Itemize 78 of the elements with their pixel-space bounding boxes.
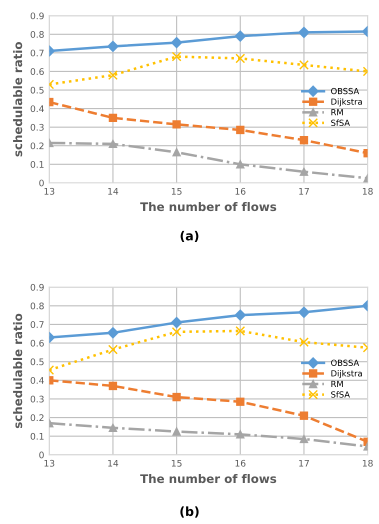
- y-tick-label: 0.3: [30, 124, 44, 131]
- x-tick-label: 17: [299, 188, 309, 195]
- point: [300, 412, 308, 420]
- point: [235, 326, 246, 336]
- y-tick-label: 0.7: [30, 50, 44, 56]
- legend-label: RM: [331, 380, 343, 387]
- point: [171, 37, 182, 48]
- text: (a): [180, 230, 198, 242]
- x-tick-label: 16: [236, 188, 246, 195]
- y-tick-label: 0.1: [30, 432, 44, 440]
- x-tick-label: 13: [44, 460, 54, 467]
- point: [298, 26, 310, 38]
- point: [300, 136, 308, 144]
- y-tick-label: 0.2: [30, 142, 44, 150]
- point: [171, 316, 182, 328]
- point: [107, 327, 119, 338]
- point: [172, 120, 181, 129]
- y-tick-label: 0.5: [30, 86, 44, 94]
- point: [108, 344, 118, 354]
- y-tick-label: 0.4: [30, 377, 44, 384]
- point: [172, 52, 182, 62]
- point: [236, 398, 244, 406]
- x-tick-label: 18: [362, 460, 373, 467]
- y-tick-label: 0.1: [30, 161, 44, 168]
- x-tick-label: 15: [172, 188, 182, 195]
- point: [172, 392, 181, 402]
- x-tick-label: 16: [236, 460, 246, 467]
- y-tick-label: 0: [39, 452, 44, 458]
- point: [300, 434, 308, 444]
- x-tick-label: 15: [172, 460, 182, 467]
- point: [108, 140, 118, 148]
- point: [236, 430, 244, 439]
- point: [108, 424, 118, 432]
- y-tick-label: 0.6: [30, 68, 44, 75]
- x-tick-label: 14: [108, 188, 118, 195]
- point: [172, 148, 181, 156]
- y-tick-label: 0.2: [30, 414, 44, 422]
- y-axis-title: schedulable ratio: [13, 42, 22, 156]
- point: [236, 126, 244, 134]
- x-tick-label: 17: [299, 460, 309, 467]
- legend-label: SfSA: [331, 391, 350, 398]
- point: [236, 160, 244, 168]
- point: [107, 40, 119, 52]
- legend-label: Dijkstra: [331, 98, 362, 106]
- x-tick-label: 14: [108, 460, 118, 467]
- legend-label: OBSSA: [331, 360, 360, 366]
- y-tick-label: 0.9: [30, 284, 44, 291]
- legend-label: OBSSA: [331, 88, 360, 94]
- y-tick-label: 0.8: [30, 31, 44, 38]
- point: [235, 54, 246, 64]
- point: [299, 60, 309, 70]
- point: [234, 309, 246, 321]
- text: (b): [180, 506, 199, 518]
- point: [299, 337, 309, 347]
- y-tick-label: 0.9: [30, 12, 44, 20]
- y-tick-label: 0.7: [30, 321, 44, 328]
- y-tick-label: 0.4: [30, 105, 44, 112]
- y-tick-label: 0.3: [30, 396, 44, 402]
- point: [172, 327, 182, 337]
- y-axis-title: schedulable ratio: [13, 314, 22, 428]
- point: [234, 30, 246, 42]
- legend-label: Dijkstra: [331, 370, 362, 378]
- point: [298, 306, 310, 318]
- x-axis-title: The number of flows: [140, 474, 276, 484]
- x-tick-label: 13: [44, 188, 54, 195]
- y-tick-label: 0.8: [30, 302, 44, 310]
- y-tick-label: 0.6: [30, 340, 44, 347]
- point: [108, 70, 118, 80]
- point: [108, 114, 118, 122]
- y-tick-label: 0.5: [30, 358, 44, 366]
- legend-label: SfSA: [331, 119, 350, 126]
- point: [108, 382, 118, 390]
- x-axis-title: The number of flows: [140, 202, 276, 212]
- point: [300, 168, 308, 176]
- legend-label: RM: [331, 109, 343, 116]
- point: [172, 427, 181, 436]
- y-tick-label: 0: [39, 180, 44, 186]
- x-tick-label: 18: [362, 188, 373, 195]
